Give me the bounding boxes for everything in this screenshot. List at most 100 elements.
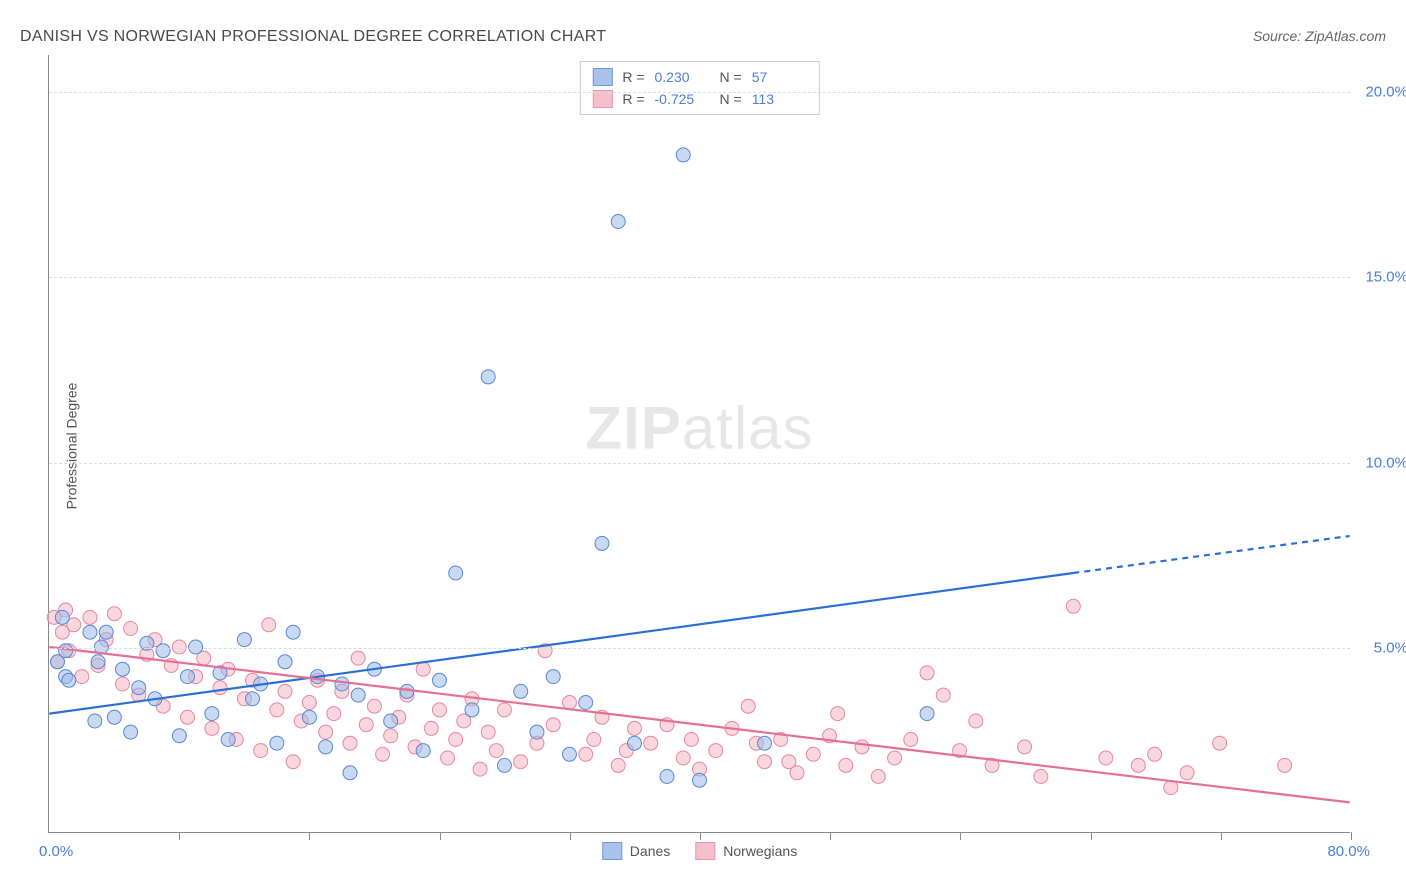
data-point — [237, 633, 251, 647]
x-tick — [1221, 832, 1222, 840]
data-point — [181, 710, 195, 724]
norwegians-swatch-bottom — [695, 842, 715, 860]
data-point — [449, 733, 463, 747]
source-attribution: Source: ZipAtlas.com — [1253, 28, 1386, 44]
data-point — [481, 725, 495, 739]
data-point — [497, 703, 511, 717]
plot-area: ZIPatlas R = 0.230 N = 57 R = -0.725 N =… — [48, 55, 1350, 833]
data-point — [59, 644, 73, 658]
data-point — [181, 670, 195, 684]
data-point — [1034, 770, 1048, 784]
data-point — [205, 707, 219, 721]
data-point — [562, 696, 576, 710]
data-point — [384, 714, 398, 728]
data-point — [115, 662, 129, 676]
data-point — [489, 744, 503, 758]
data-point — [424, 721, 438, 735]
x-tick — [440, 832, 441, 840]
legend-item-danes: Danes — [602, 842, 670, 860]
data-point — [936, 688, 950, 702]
data-point — [351, 651, 365, 665]
data-point — [709, 744, 723, 758]
data-point — [546, 718, 560, 732]
data-point — [611, 758, 625, 772]
data-point — [99, 625, 113, 639]
data-point — [595, 536, 609, 550]
data-point — [302, 696, 316, 710]
data-point — [367, 699, 381, 713]
data-point — [270, 736, 284, 750]
data-point — [441, 751, 455, 765]
gridline — [49, 648, 1350, 649]
data-point — [62, 673, 76, 687]
data-point — [562, 747, 576, 761]
data-point — [376, 747, 390, 761]
data-point — [465, 703, 479, 717]
data-point — [432, 703, 446, 717]
data-point — [254, 744, 268, 758]
data-point — [741, 699, 755, 713]
data-point — [107, 607, 121, 621]
data-point — [262, 618, 276, 632]
legend-item-norwegians: Norwegians — [695, 842, 797, 860]
data-point — [514, 684, 528, 698]
data-point — [124, 725, 138, 739]
data-point — [416, 744, 430, 758]
data-point — [579, 747, 593, 761]
data-point — [432, 673, 446, 687]
data-point — [319, 740, 333, 754]
data-point — [579, 696, 593, 710]
data-point — [83, 610, 97, 624]
data-point — [693, 773, 707, 787]
x-tick — [1091, 832, 1092, 840]
x-tick — [960, 832, 961, 840]
data-point — [319, 725, 333, 739]
x-tick — [570, 832, 571, 840]
scatter-svg — [49, 55, 1350, 832]
data-point — [481, 370, 495, 384]
data-point — [278, 655, 292, 669]
data-point — [758, 755, 772, 769]
data-point — [351, 688, 365, 702]
data-point — [55, 610, 69, 624]
x-tick — [309, 832, 310, 840]
data-point — [660, 770, 674, 784]
y-tick-label: 15.0% — [1365, 269, 1406, 286]
gridline — [49, 277, 1350, 278]
y-tick-label: 10.0% — [1365, 454, 1406, 471]
data-point — [627, 736, 641, 750]
data-point — [888, 751, 902, 765]
series-legend: Danes Norwegians — [602, 842, 797, 860]
data-point — [286, 755, 300, 769]
data-point — [831, 707, 845, 721]
data-point — [644, 736, 658, 750]
data-point — [1180, 766, 1194, 780]
data-point — [920, 707, 934, 721]
x-tick — [179, 832, 180, 840]
data-point — [790, 766, 804, 780]
data-point — [627, 721, 641, 735]
chart-title: DANISH VS NORWEGIAN PROFESSIONAL DEGREE … — [20, 28, 606, 46]
data-point — [416, 662, 430, 676]
x-axis-end-label: 80.0% — [1327, 843, 1370, 860]
data-point — [806, 747, 820, 761]
data-point — [302, 710, 316, 724]
danes-swatch-bottom — [602, 842, 622, 860]
data-point — [246, 692, 260, 706]
trend-line-extrapolated — [1073, 536, 1349, 573]
data-point — [335, 677, 349, 691]
data-point — [270, 703, 284, 717]
data-point — [969, 714, 983, 728]
trend-line — [49, 573, 1073, 714]
data-point — [327, 707, 341, 721]
data-point — [156, 644, 170, 658]
data-point — [343, 736, 357, 750]
data-point — [83, 625, 97, 639]
data-point — [205, 721, 219, 735]
data-point — [920, 666, 934, 680]
data-point — [213, 681, 227, 695]
data-point — [530, 725, 544, 739]
data-point — [384, 729, 398, 743]
data-point — [172, 729, 186, 743]
data-point — [132, 681, 146, 695]
